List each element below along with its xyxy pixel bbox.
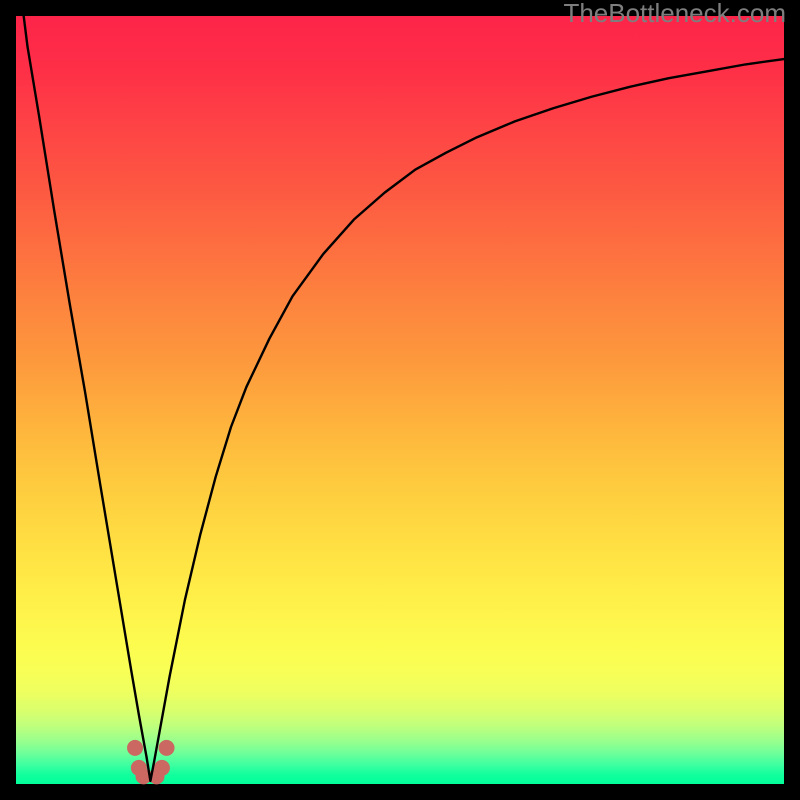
bottleneck-chart: TheBottleneck.com xyxy=(0,0,800,800)
marker-point xyxy=(159,740,175,756)
chart-container: TheBottleneck.com xyxy=(0,0,800,800)
watermark-text: TheBottleneck.com xyxy=(563,0,786,28)
marker-point xyxy=(127,740,143,756)
marker-point xyxy=(154,760,170,776)
